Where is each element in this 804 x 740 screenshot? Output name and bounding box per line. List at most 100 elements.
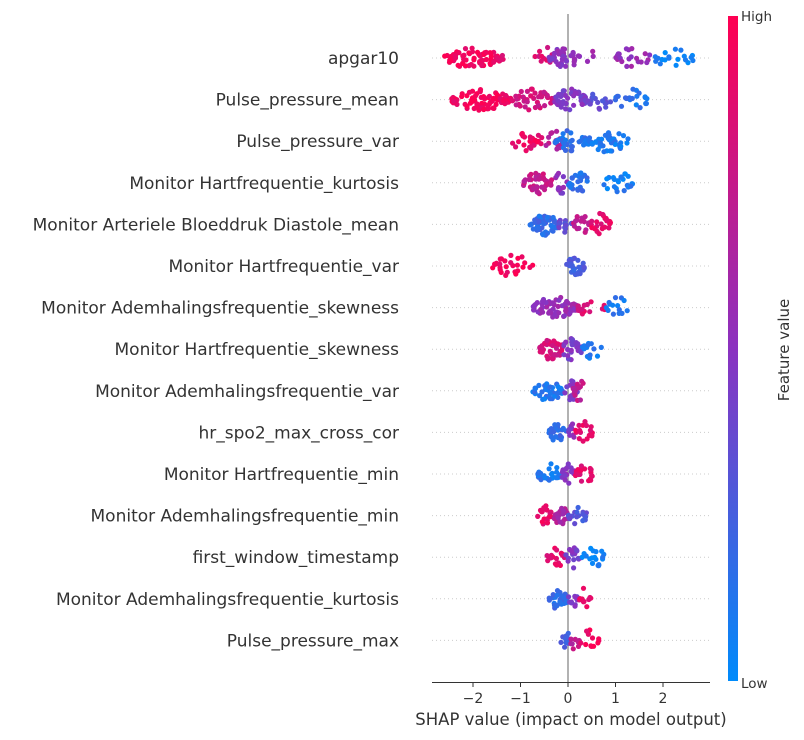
shap-point [563, 58, 570, 64]
feature-label: Monitor Ademhalingsfrequentie_min [91, 507, 400, 527]
shap-point [543, 503, 549, 509]
shap-point [571, 56, 578, 62]
shap-point [587, 101, 593, 107]
shap-point [580, 260, 586, 266]
shap-point [540, 299, 546, 305]
shap-point [540, 171, 546, 177]
shap-point [568, 636, 574, 642]
shap-point [606, 132, 612, 138]
shap-point [653, 58, 659, 64]
shap-point [554, 465, 560, 471]
shap-point [565, 346, 571, 353]
shap-point [618, 174, 624, 180]
shap-point [619, 58, 625, 65]
shap-point [571, 434, 577, 440]
shap-point [490, 105, 496, 111]
shap-point [579, 306, 585, 312]
shap-point [624, 308, 630, 314]
shap-point [600, 98, 606, 104]
shap-point [580, 599, 587, 605]
shap-point [573, 427, 579, 433]
shap-point [462, 46, 469, 52]
shap-point [586, 137, 592, 143]
shap-point [515, 255, 521, 261]
shap-point [486, 93, 492, 99]
feature-label: Monitor Hartfrequentie_min [164, 465, 399, 485]
shap-point [582, 419, 588, 425]
shap-point [552, 422, 558, 428]
shap-point [574, 509, 580, 515]
shap-point [456, 50, 462, 56]
shap-point [553, 562, 560, 568]
shap-point [555, 170, 562, 176]
shap-point [577, 427, 583, 434]
shap-point [580, 438, 586, 444]
shap-point [549, 300, 556, 306]
shap-point [575, 504, 581, 511]
shap-point [565, 630, 571, 637]
shap-point [659, 56, 665, 63]
feature-label: Monitor Hartfrequentie_kurtosis [129, 174, 399, 194]
shap-point [578, 170, 584, 176]
shap-point [576, 225, 582, 231]
shap-point [536, 470, 542, 476]
feature-labels: apgar10 Pulse_pressure_mean Pulse_pressure… [33, 49, 400, 651]
shap-point [546, 477, 552, 483]
shap-point [543, 142, 549, 148]
shap-point [584, 178, 590, 184]
shap-point [466, 89, 472, 95]
shap-point [559, 348, 565, 354]
shap-point [535, 102, 542, 109]
shap-point [567, 180, 573, 186]
shap-point [539, 184, 545, 190]
shap-point [568, 184, 574, 190]
shap-point [553, 345, 560, 351]
colorbar-title: Feature value [775, 299, 793, 401]
shap-point [569, 137, 575, 143]
shap-point [572, 388, 578, 395]
shap-point [594, 219, 600, 225]
shap-point [519, 254, 525, 260]
shap-point [618, 143, 624, 149]
shap-point [488, 50, 494, 56]
shap-point [519, 131, 525, 137]
shap-point [606, 225, 612, 231]
shap-point [572, 603, 578, 609]
shap-point [569, 337, 576, 343]
shap-point [569, 144, 575, 150]
shap-point [583, 553, 589, 559]
shap-point [504, 269, 510, 275]
shap-point [616, 131, 622, 137]
shap-point [553, 138, 559, 144]
shap-point [528, 93, 534, 99]
shap-point [560, 174, 567, 180]
shap-point [558, 93, 564, 99]
shap-point [601, 149, 607, 155]
shap-point [599, 548, 605, 554]
shap-point [587, 352, 593, 358]
shap-point [568, 261, 574, 267]
shap-point [552, 312, 558, 318]
shap-point [657, 61, 663, 67]
shap-point [586, 596, 592, 603]
shap-point [572, 521, 578, 527]
shap-point [626, 56, 632, 62]
shap-point [595, 99, 601, 105]
shap-point [593, 549, 599, 555]
shap-point [535, 513, 541, 520]
shap-point [568, 148, 574, 154]
shap-point [572, 594, 578, 600]
shap-point [558, 639, 564, 646]
shap-point [590, 48, 596, 55]
shap-point [574, 548, 580, 554]
shap-point [549, 471, 555, 477]
shap-point [592, 226, 598, 232]
shap-point [537, 48, 543, 55]
shap-point [540, 175, 547, 181]
shap-point [612, 295, 619, 301]
shap-point [483, 56, 489, 63]
colorbar-low-label: Low [741, 676, 768, 692]
colorbar: High Low Feature value [728, 9, 793, 692]
shap-point [569, 600, 575, 606]
feature-label: Pulse_pressure_var [236, 132, 399, 152]
